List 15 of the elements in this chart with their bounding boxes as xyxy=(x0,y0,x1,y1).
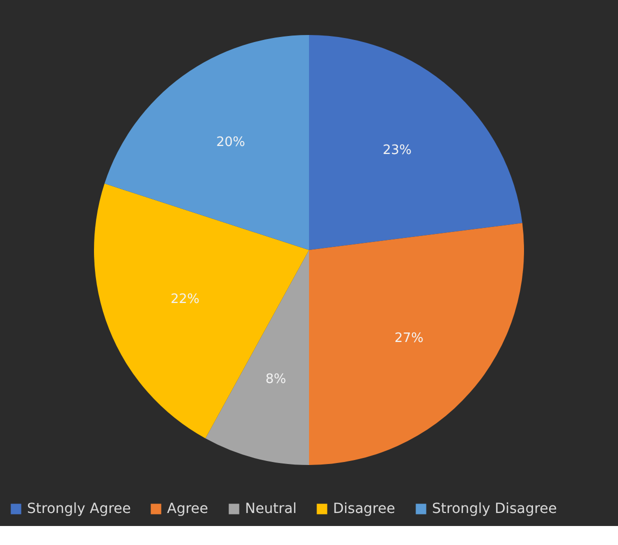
data-label: 27% xyxy=(394,331,424,346)
legend-label: Disagree xyxy=(333,501,396,517)
pie-slice xyxy=(104,35,309,250)
data-label: 23% xyxy=(382,143,412,158)
pie-slice xyxy=(205,250,309,465)
data-label: 8% xyxy=(266,372,286,388)
data-label: 20% xyxy=(216,135,246,150)
pie-slice xyxy=(94,184,309,438)
data-label: 22% xyxy=(170,292,200,308)
pie-slice xyxy=(309,223,524,465)
legend-label: Strongly Disagree xyxy=(432,501,557,517)
legend-label: Neutral xyxy=(245,501,297,517)
legend-label: Agree xyxy=(167,501,208,517)
legend-label: Strongly Agree xyxy=(27,501,131,517)
pie-slice xyxy=(309,35,522,250)
